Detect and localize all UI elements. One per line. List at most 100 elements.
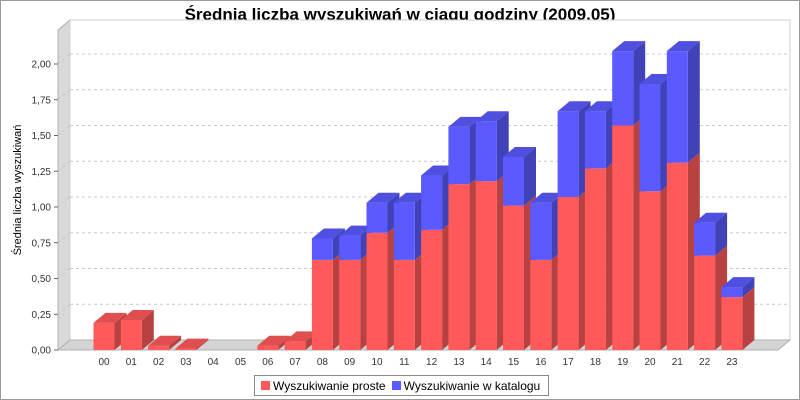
gridline-wall (57, 196, 71, 208)
y-tick-label: 0,00 (32, 346, 52, 357)
legend-swatch-simple (261, 381, 270, 390)
bar-front (694, 255, 716, 350)
bar-top-17 (557, 101, 591, 112)
gridline-wall (57, 53, 71, 65)
y-tick-label: 1,25 (32, 167, 52, 178)
y-tick-label: 2,00 (32, 60, 52, 71)
x-tick-label: 19 (617, 357, 629, 368)
bar-front (311, 259, 333, 350)
x-tick-labels: 00 01 02 03 04 05 06 07 08 09 10 11 12 13 14 15 16 17 18 19… (98, 357, 737, 368)
legend-item-simple: Wyszukiwanie proste (259, 379, 386, 393)
y-tick-label: 1,00 (32, 203, 52, 214)
bar-top-09 (339, 225, 373, 236)
y-tick-labels: 0,00 0,25 0,50 0,75 1,00 1,25 1,50 1,75 2,00 (32, 60, 58, 357)
bar-front (694, 222, 716, 256)
legend-label-simple: Wyszukiwanie proste (273, 378, 386, 393)
bar-top-10 (366, 192, 400, 203)
bar-front (311, 238, 333, 260)
gridline-wall (57, 303, 71, 315)
x-tick-label: 10 (371, 357, 383, 368)
gridline-wall (57, 268, 71, 279)
bar-front (557, 111, 579, 197)
bar-front (666, 162, 688, 350)
bar-front (584, 111, 606, 169)
bar-side (742, 277, 755, 298)
bar-front (666, 51, 688, 163)
y-axis-label: Średnia liczba wyszukiwań (11, 125, 24, 256)
bar-catalog-21 (666, 41, 700, 163)
bar-front (120, 319, 142, 350)
y-tick-label: 0,75 (32, 238, 52, 249)
bar-top-18 (584, 101, 618, 112)
bar-front (148, 345, 170, 350)
bar-front (93, 322, 115, 350)
bar-front (639, 191, 661, 350)
y-tick-label: 1,75 (32, 95, 52, 106)
bar-side (141, 309, 154, 350)
plot-left-wall (57, 18, 71, 352)
bar-front (257, 345, 279, 350)
x-tick-label: 07 (290, 357, 302, 368)
bar-front (721, 287, 743, 298)
x-tick-label: 22 (699, 357, 711, 368)
bar-top-16 (530, 192, 564, 203)
bar-front (393, 202, 415, 260)
x-tick-label: 21 (672, 357, 684, 368)
x-tick-label: 23 (726, 357, 738, 368)
bar-front (584, 168, 606, 350)
x-tick-label: 16 (535, 357, 547, 368)
bar-front (339, 259, 361, 350)
bar-front (530, 202, 552, 260)
bar-front (530, 259, 552, 350)
bar-catalog-22 (694, 212, 728, 256)
x-tick-label: 11 (399, 357, 410, 368)
bar-front (503, 205, 524, 350)
gridline-wall (57, 89, 71, 101)
bar-front (612, 125, 634, 351)
bar-front (366, 232, 388, 350)
bar-catalog-23 (721, 277, 755, 298)
bar-top-12 (421, 165, 455, 176)
bar-front (339, 235, 361, 260)
bar-simple-01 (120, 309, 154, 350)
bar-side (687, 41, 700, 163)
x-tick-label: 08 (317, 357, 329, 368)
x-tick-label: 01 (126, 357, 138, 368)
bar-front (475, 121, 497, 182)
bar-front (503, 156, 524, 206)
chart-title: Średnia liczba wyszukiwań w ciągu godzin… (185, 5, 616, 24)
bar-side (169, 335, 182, 350)
bar-top-02 (148, 335, 182, 346)
bar-side (715, 212, 728, 256)
bar-side (742, 287, 755, 350)
y-tick-label: 0,25 (32, 310, 52, 321)
x-tick-label: 12 (426, 357, 438, 368)
x-tick-label: 00 (98, 357, 110, 368)
bar-catalog-15 (503, 146, 536, 206)
x-tick-label: 03 (180, 357, 192, 368)
bar-front (475, 181, 497, 350)
bar-simple-23 (721, 287, 755, 350)
bar-front (284, 341, 306, 350)
bar-front (366, 202, 388, 233)
bar-top-23 (721, 277, 755, 288)
bar-top-21 (666, 41, 700, 52)
legend-label-catalog: Wyszukiwanie w katalogu (403, 378, 541, 393)
bar-side (196, 338, 209, 350)
bar-top-15 (503, 146, 536, 157)
legend: Wyszukiwanie proste Wyszukiwanie w katal… (254, 375, 550, 396)
x-tick-label: 13 (453, 357, 465, 368)
bar-top-06 (257, 335, 291, 346)
bar-top-20 (639, 74, 673, 85)
x-tick-label: 09 (344, 357, 356, 368)
bar-top-22 (694, 212, 728, 223)
bar-simple-02 (148, 335, 182, 350)
bar-front (448, 184, 470, 350)
bar-front (421, 229, 443, 350)
bar-top-01 (120, 309, 154, 320)
bar-front (557, 196, 579, 350)
bar-top-03 (175, 338, 209, 349)
x-tick-label: 05 (235, 357, 247, 368)
bar-top-19 (612, 41, 646, 52)
bar-top-08 (311, 228, 345, 239)
